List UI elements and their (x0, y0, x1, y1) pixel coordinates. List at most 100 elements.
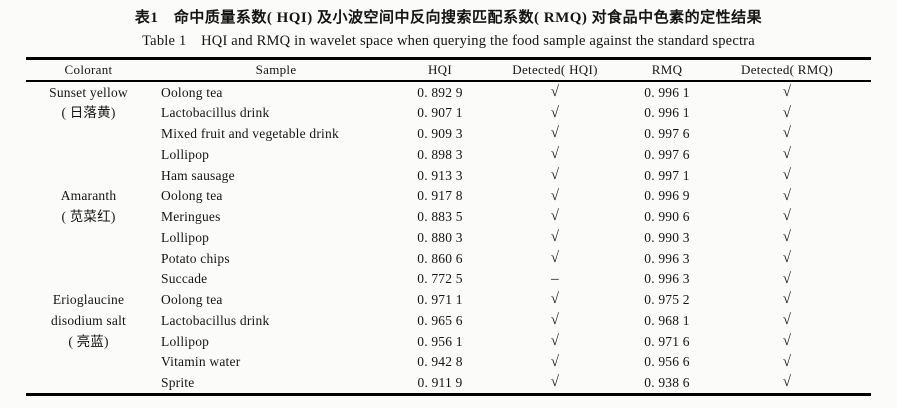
cell-sample: Meringues (161, 209, 221, 225)
table-body: Sunset yellow Oolong tea 0. 892 9 √ 0. 9… (26, 81, 871, 395)
cell-rmq: 0. 990 6 (644, 209, 690, 225)
cell-rmq: 0. 975 2 (644, 292, 690, 308)
cell-detected-rmq: √ (782, 229, 792, 246)
cell-detected-rmq: √ (782, 353, 792, 370)
cell-detected-hqi: √ (550, 104, 560, 121)
cell-detected-hqi: √ (550, 83, 560, 100)
cell-colorant (26, 269, 151, 290)
cell-detected-hqi: √ (550, 166, 560, 183)
cell-colorant: disodium salt (51, 312, 126, 328)
table-caption-zh: 表1 命中质量系数( HQI) 及小波空间中反向搜索匹配系数( RMQ) 对食品… (134, 10, 763, 26)
cell-rmq: 0. 990 3 (644, 229, 690, 245)
cell-sample: Sprite (161, 375, 195, 391)
col-header-colorant: Colorant (64, 62, 113, 77)
cell-hqi: 0. 898 3 (417, 146, 463, 162)
cell-hqi: 0. 860 6 (417, 250, 463, 266)
cell-detected-hqi: √ (550, 187, 560, 204)
cell-detected-hqi: √ (550, 208, 560, 225)
cell-detected-rmq: √ (782, 208, 792, 225)
cell-sample: Lollipop (161, 229, 210, 245)
cell-detected-rmq: √ (782, 146, 792, 163)
cell-detected-rmq: √ (782, 312, 792, 329)
table-row: Potato chips 0. 860 6 √ 0. 996 3 √ (26, 248, 871, 269)
col-header-hqi: HQI (427, 62, 452, 77)
cell-colorant (26, 248, 151, 269)
table-row: Lollipop 0. 898 3 √ 0. 997 6 √ (26, 144, 871, 165)
table-row: Sunset yellow Oolong tea 0. 892 9 √ 0. 9… (26, 81, 871, 103)
cell-sample: Oolong tea (161, 188, 223, 204)
table-caption-en: Table 1 HQI and RMQ in wavelet space whe… (142, 33, 755, 49)
cell-sample: Potato chips (161, 250, 230, 266)
table-row: Erioglaucine Oolong tea 0. 971 1 √ 0. 97… (26, 290, 871, 311)
cell-colorant (26, 165, 151, 186)
table-row: Ham sausage 0. 913 3 √ 0. 997 1 √ (26, 165, 871, 186)
results-table: Colorant Sample HQI Detected( HQI) RMQ D… (26, 57, 871, 397)
cell-hqi: 0. 917 8 (417, 188, 463, 204)
cell-detected-rmq: √ (782, 187, 792, 204)
cell-colorant (26, 373, 151, 395)
cell-rmq: 0. 956 6 (644, 354, 690, 370)
table-header: Colorant Sample HQI Detected( HQI) RMQ D… (26, 59, 871, 81)
cell-colorant: Amaranth (60, 188, 117, 204)
cell-detected-rmq: √ (782, 166, 792, 183)
col-header-detected-rmq: Detected( RMQ) (741, 62, 833, 77)
cell-rmq: 0. 996 1 (644, 105, 690, 121)
cell-hqi: 0. 883 5 (417, 209, 463, 225)
cell-sample: Lactobacillus drink (161, 105, 270, 121)
cell-hqi: 0. 772 5 (417, 271, 463, 287)
cell-hqi: 0. 880 3 (417, 229, 463, 245)
cell-colorant: Erioglaucine (52, 292, 125, 308)
cell-colorant (26, 352, 151, 373)
cell-detected-hqi: – (551, 270, 559, 287)
cell-colorant (26, 124, 151, 145)
cell-rmq: 0. 997 6 (644, 146, 690, 162)
cell-detected-hqi: √ (550, 353, 560, 370)
cell-hqi: 0. 942 8 (417, 354, 463, 370)
cell-detected-rmq: √ (782, 249, 792, 266)
cell-sample: Lollipop (161, 333, 210, 349)
cell-sample: Ham sausage (161, 167, 235, 183)
cell-rmq: 0. 971 6 (644, 333, 690, 349)
cell-sample: Lactobacillus drink (161, 312, 270, 328)
header-row: Colorant Sample HQI Detected( HQI) RMQ D… (26, 59, 871, 81)
cell-detected-hqi: √ (550, 291, 560, 308)
cell-hqi: 0. 907 1 (417, 105, 463, 121)
cell-colorant (26, 144, 151, 165)
cell-detected-hqi: √ (550, 332, 560, 349)
cell-rmq: 0. 996 3 (644, 250, 690, 266)
table-row: Mixed fruit and vegetable drink 0. 909 3… (26, 124, 871, 145)
table-row: Vitamin water 0. 942 8 √ 0. 956 6 √ (26, 352, 871, 373)
table-row: Lollipop 0. 880 3 √ 0. 990 3 √ (26, 227, 871, 248)
cell-rmq: 0. 996 3 (644, 271, 690, 287)
cell-sample: Mixed fruit and vegetable drink (161, 126, 339, 142)
cell-detected-rmq: √ (782, 125, 792, 142)
cell-rmq: 0. 968 1 (644, 312, 690, 328)
cell-hqi: 0. 909 3 (417, 126, 463, 142)
cell-colorant: ( 日落黄) (61, 105, 116, 121)
cell-colorant (26, 227, 151, 248)
cell-detected-hqi: √ (550, 125, 560, 142)
cell-detected-rmq: √ (782, 104, 792, 121)
cell-rmq: 0. 996 1 (644, 84, 690, 100)
col-header-detected-hqi: Detected( HQI) (512, 62, 598, 77)
cell-detected-rmq: √ (782, 332, 792, 349)
cell-hqi: 0. 911 9 (417, 375, 463, 391)
cell-colorant: Sunset yellow (49, 84, 128, 100)
cell-sample: Oolong tea (161, 84, 223, 100)
cell-detected-rmq: √ (782, 83, 792, 100)
table-row: Succade 0. 772 5 – 0. 996 3 √ (26, 269, 871, 290)
cell-detected-hqi: √ (550, 146, 560, 163)
cell-detected-rmq: √ (782, 270, 792, 287)
cell-detected-hqi: √ (550, 312, 560, 329)
cell-rmq: 0. 996 9 (644, 188, 690, 204)
cell-hqi: 0. 971 1 (417, 292, 463, 308)
cell-detected-hqi: √ (550, 374, 560, 391)
cell-detected-rmq: √ (782, 291, 792, 308)
cell-hqi: 0. 892 9 (417, 84, 463, 100)
cell-colorant: ( 亮蓝) (68, 333, 109, 349)
col-header-rmq: RMQ (651, 62, 683, 77)
cell-rmq: 0. 938 6 (644, 375, 690, 391)
cell-detected-hqi: √ (550, 229, 560, 246)
table-row: Sprite 0. 911 9 √ 0. 938 6 √ (26, 373, 871, 395)
